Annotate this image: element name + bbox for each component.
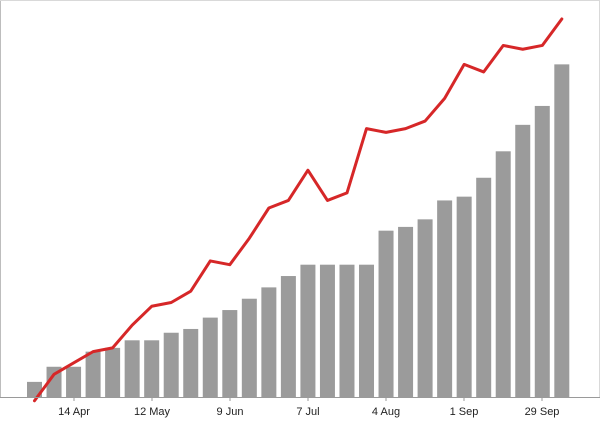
bar <box>515 124 531 397</box>
bar <box>339 264 355 397</box>
bar <box>261 287 277 397</box>
x-tick-label: 4 Aug <box>372 406 400 418</box>
bar <box>359 264 375 397</box>
line-group <box>33 17 564 403</box>
bar <box>124 340 140 397</box>
bar <box>378 230 394 397</box>
bar <box>163 332 179 397</box>
x-tick-label: 9 Jun <box>217 406 244 418</box>
bar <box>437 200 453 397</box>
bar <box>476 177 492 397</box>
x-tick-label: 12 May <box>134 406 171 418</box>
bar <box>183 328 199 397</box>
bars-group <box>27 64 570 398</box>
bar <box>456 196 472 397</box>
bar <box>144 340 160 397</box>
bar <box>241 298 257 397</box>
bar <box>105 347 121 397</box>
x-tick-label: 14 Apr <box>58 406 90 418</box>
bar <box>66 366 82 397</box>
bar <box>46 366 62 397</box>
bar <box>417 219 433 397</box>
bar <box>222 310 238 397</box>
x-tick-label: 1 Sep <box>450 406 479 418</box>
bar <box>319 264 335 397</box>
bar <box>85 351 101 397</box>
bar <box>202 317 218 397</box>
bar <box>280 276 296 397</box>
bar <box>554 64 570 398</box>
bar <box>300 264 316 397</box>
x-tick-label: 29 Sep <box>525 406 560 418</box>
bar <box>495 151 511 397</box>
series-line <box>33 17 564 403</box>
ticks-group: 14 Apr 12 May 9 Jun 7 Jul 4 Aug 1 Sep 29 Sep <box>58 397 559 418</box>
bar <box>534 105 550 397</box>
x-tick-label: 7 Jul <box>296 406 319 418</box>
bar <box>398 226 414 397</box>
